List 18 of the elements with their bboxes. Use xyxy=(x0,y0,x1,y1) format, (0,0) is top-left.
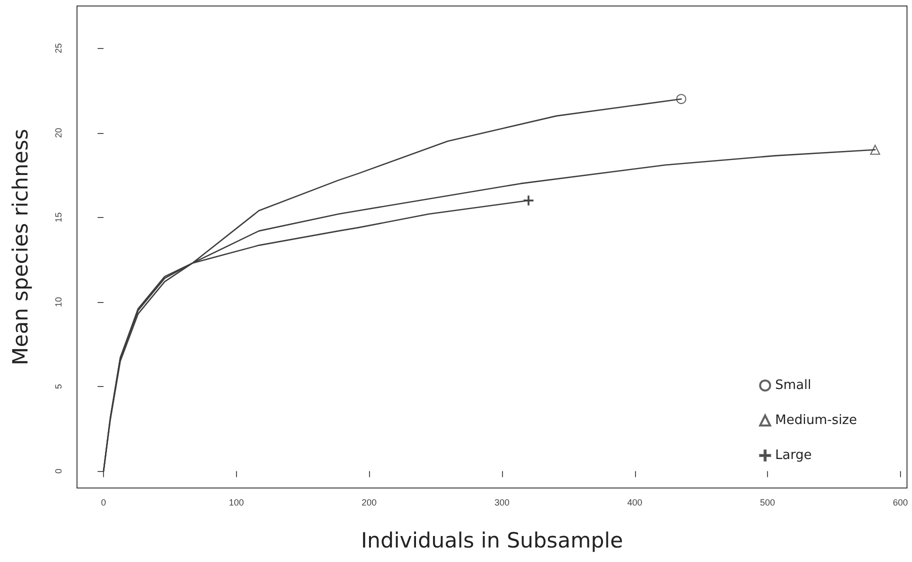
x-axis-title: Individuals in Subsample xyxy=(360,528,624,552)
x-tick-label: 100 xyxy=(228,498,244,508)
x-tick-label: 0 xyxy=(101,498,106,508)
x-tick-label: 600 xyxy=(892,498,908,508)
y-tick-label: 5 xyxy=(54,384,64,390)
x-tick-label: 200 xyxy=(362,498,377,508)
legend-label: Large xyxy=(775,448,812,463)
y-tick-label: 10 xyxy=(54,296,64,307)
y-tick-label: 25 xyxy=(54,43,64,54)
y-tick-label: 15 xyxy=(54,212,64,222)
x-tick-label: 300 xyxy=(494,498,510,508)
y-axis-title: Mean species richness xyxy=(8,128,32,366)
legend-label: Medium-size xyxy=(775,413,858,428)
legend-label: Small xyxy=(775,378,812,393)
x-tick-label: 400 xyxy=(627,498,642,508)
y-tick-label: 0 xyxy=(54,468,64,474)
y-tick-label: 20 xyxy=(54,128,64,138)
x-tick-label: 500 xyxy=(760,498,776,508)
